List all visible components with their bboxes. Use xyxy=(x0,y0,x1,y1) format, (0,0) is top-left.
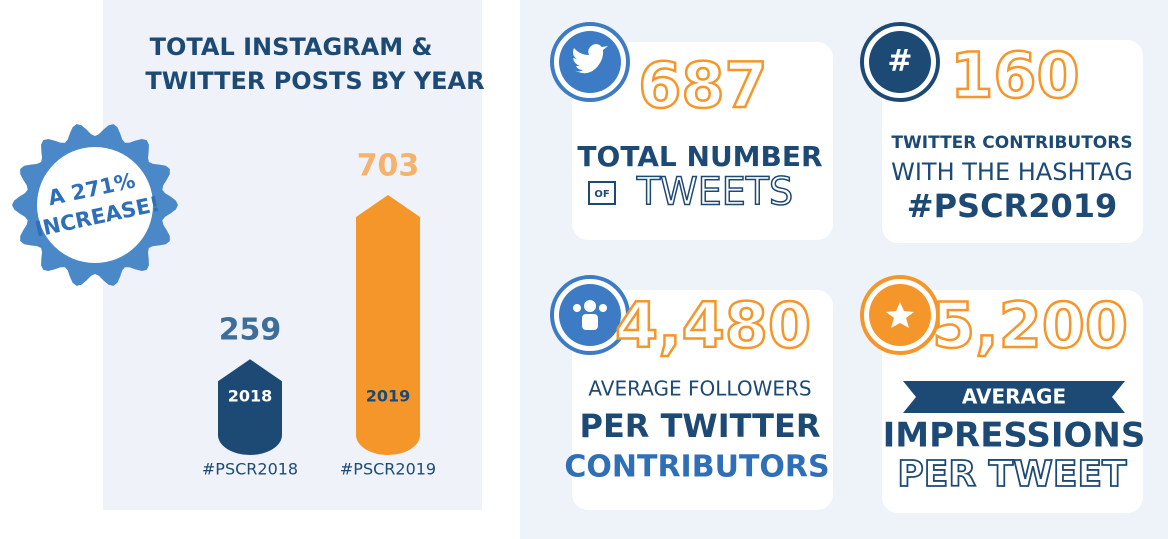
hashtag-label: #PSCR2019 xyxy=(340,460,436,479)
hashtag-icon xyxy=(869,31,931,93)
category-label: 2019 xyxy=(366,387,411,406)
stat-label: WITH THE HASHTAG xyxy=(891,158,1133,186)
stat-label: TWEETS xyxy=(636,170,793,214)
value-label: 259 xyxy=(219,313,282,348)
card xyxy=(572,42,833,240)
person xyxy=(573,304,581,312)
badge xyxy=(12,124,178,286)
ribbon xyxy=(903,381,1125,413)
bar xyxy=(356,195,420,455)
star xyxy=(886,302,914,328)
stat-number: 4,480 xyxy=(615,289,811,362)
stat-label: PER TWEET xyxy=(897,454,1127,495)
category-label: 2018 xyxy=(228,387,273,406)
chart-title: TOTAL INSTAGRAM & xyxy=(150,33,433,61)
bars: 259 2018 #PSCR2018 703 2019 #PSCR2019 xyxy=(202,149,436,479)
stat-label: TWITTER CONTRIBUTORS xyxy=(891,133,1132,153)
person xyxy=(582,314,598,330)
stat-label: IMPRESSIONS xyxy=(883,416,1146,456)
hashtag-glyph: # xyxy=(887,44,912,79)
stat-label: AVERAGE FOLLOWERS xyxy=(588,377,811,401)
bird xyxy=(573,44,608,74)
stat-number: 687 xyxy=(638,49,767,122)
card xyxy=(572,290,833,510)
stat-number: 5,200 xyxy=(932,289,1128,362)
person xyxy=(599,304,607,312)
chart-title: TWITTER POSTS BY YEAR xyxy=(145,67,484,95)
stat-label: OF xyxy=(594,189,609,200)
hashtag-label: #PSCR2018 xyxy=(202,460,298,479)
stat-label: TOTAL NUMBER xyxy=(577,140,822,173)
stat-label: AVERAGE xyxy=(962,385,1066,409)
of-box xyxy=(588,181,616,205)
stat-number: 160 xyxy=(950,39,1079,112)
person xyxy=(584,300,596,312)
stat-label: PER TWITTER xyxy=(579,407,820,445)
value-label: 703 xyxy=(357,149,420,184)
bar xyxy=(218,359,282,455)
stat-label: #PSCR2019 xyxy=(907,187,1118,225)
badge-inner xyxy=(37,147,153,263)
card xyxy=(882,40,1143,243)
stat-label: CONTRIBUTORS xyxy=(564,450,829,485)
